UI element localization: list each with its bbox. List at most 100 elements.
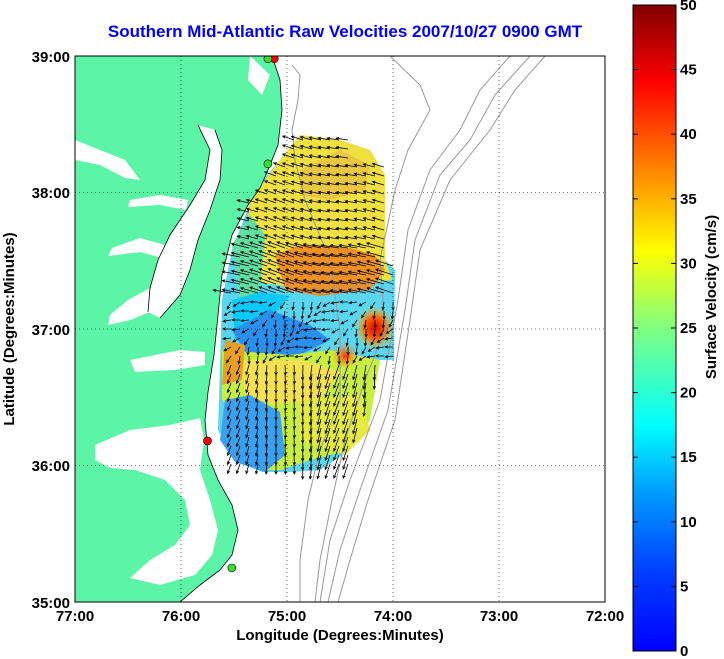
velocity-arrow bbox=[317, 226, 331, 231]
velocity-arrow bbox=[254, 216, 268, 222]
velocity-arrow bbox=[254, 463, 259, 475]
velocity-arrow bbox=[335, 154, 349, 159]
velocity-arrow bbox=[226, 355, 232, 364]
velocity-arrow bbox=[381, 319, 386, 329]
velocity-arrow bbox=[317, 199, 331, 204]
velocity-arrow bbox=[326, 217, 340, 222]
velocity-arrow bbox=[263, 189, 277, 195]
velocity-arrow bbox=[371, 198, 385, 204]
velocity-arrow bbox=[363, 319, 367, 329]
velocity-arrow bbox=[342, 445, 349, 462]
velocity-arrow bbox=[324, 463, 331, 480]
velocity-arrow bbox=[316, 391, 322, 408]
velocity-arrow bbox=[342, 418, 349, 435]
velocity-arrow bbox=[232, 301, 241, 308]
velocity-arrow bbox=[352, 400, 358, 417]
velocity-arrow bbox=[271, 346, 277, 355]
velocity-arrow bbox=[311, 279, 331, 285]
velocity-arrow bbox=[353, 163, 367, 168]
velocity-arrow bbox=[326, 235, 340, 240]
velocity-arrow bbox=[371, 189, 385, 195]
velocity-arrow bbox=[283, 400, 287, 412]
velocity-arrow bbox=[231, 310, 241, 314]
velocity-arrow bbox=[283, 454, 287, 466]
velocity-arrow bbox=[354, 328, 358, 338]
velocity-arrow bbox=[327, 355, 331, 365]
velocity-arrow bbox=[272, 171, 286, 177]
velocity-arrow bbox=[212, 288, 232, 294]
velocity-arrow bbox=[363, 337, 368, 347]
velocity-arrow bbox=[230, 251, 250, 258]
velocity-arrow bbox=[342, 409, 349, 426]
velocity-arrow bbox=[235, 391, 241, 403]
velocity-arrow bbox=[290, 216, 304, 222]
velocity-arrow bbox=[347, 279, 367, 285]
velocity-arrow bbox=[338, 261, 358, 267]
velocity-arrow bbox=[283, 382, 287, 394]
velocity-arrow bbox=[272, 234, 286, 240]
velocity-arrow bbox=[333, 409, 340, 425]
grid-lines bbox=[75, 56, 605, 602]
velocity-arrow bbox=[250, 319, 259, 325]
velocity-arrow bbox=[271, 310, 277, 319]
velocity-arrow bbox=[321, 318, 331, 322]
y-tick-label: 39:00 bbox=[32, 49, 70, 66]
velocity-arrow bbox=[276, 250, 295, 258]
velocity-arrow bbox=[362, 391, 367, 408]
velocity-arrow bbox=[337, 355, 341, 365]
velocity-arrow bbox=[283, 418, 287, 430]
velocity-arrow bbox=[264, 391, 269, 403]
velocity-arrow bbox=[362, 181, 376, 186]
velocity-arrow bbox=[281, 162, 295, 168]
velocity-arrow bbox=[342, 463, 349, 480]
velocity-arrow bbox=[302, 252, 322, 258]
velocity-arrow bbox=[281, 189, 295, 195]
velocity-arrow bbox=[338, 279, 358, 285]
colorbar-tick-label: 50 bbox=[680, 0, 697, 14]
radar-station-marker bbox=[263, 159, 273, 169]
velocity-arrow bbox=[303, 336, 313, 340]
radar-station-marker bbox=[227, 563, 237, 573]
velocity-arrow bbox=[342, 400, 349, 417]
velocity-arrow bbox=[302, 243, 322, 249]
velocity-arrow bbox=[230, 278, 250, 285]
velocity-arrow bbox=[299, 225, 313, 231]
velocity-arrow bbox=[254, 373, 259, 385]
plot-frame bbox=[74, 55, 606, 603]
velocity-arrow bbox=[254, 400, 259, 412]
velocity-arrow bbox=[245, 364, 250, 376]
velocity-arrow bbox=[236, 226, 250, 231]
velocity-arrow bbox=[223, 310, 232, 317]
velocity-arrow bbox=[237, 355, 241, 365]
velocity-arrow bbox=[324, 391, 331, 408]
velocity-arrow bbox=[371, 171, 385, 177]
velocity-arrow bbox=[263, 171, 277, 177]
velocity-arrow bbox=[235, 427, 241, 439]
velocity-arrow bbox=[335, 136, 349, 141]
velocity-arrow bbox=[290, 180, 304, 186]
velocity-arrow bbox=[276, 259, 295, 267]
radar-stations bbox=[203, 56, 279, 573]
velocity-arrow bbox=[258, 277, 277, 285]
velocity-arrow bbox=[299, 234, 313, 240]
velocity-arrow bbox=[371, 225, 385, 231]
velocity-arrow bbox=[353, 181, 367, 186]
velocity-arrow bbox=[344, 235, 358, 240]
velocity-arrow bbox=[343, 328, 349, 337]
velocity-arrow bbox=[356, 278, 376, 285]
velocity-arrow bbox=[362, 373, 367, 390]
velocity-arrow bbox=[267, 286, 286, 294]
velocity-arrow bbox=[245, 409, 250, 421]
velocity-arrow bbox=[338, 288, 358, 294]
x-tick-label: 73:00 bbox=[480, 608, 518, 625]
velocity-arrow bbox=[313, 310, 322, 316]
velocity-arrow bbox=[362, 172, 376, 177]
velocity-arrow bbox=[338, 252, 358, 258]
bathymetry-contours bbox=[291, 56, 546, 602]
velocity-arrow bbox=[290, 225, 304, 231]
velocity-arrow bbox=[281, 198, 295, 204]
velocity-arrow bbox=[272, 189, 286, 195]
velocity-arrow bbox=[362, 235, 376, 240]
velocity-arrow bbox=[304, 319, 313, 325]
